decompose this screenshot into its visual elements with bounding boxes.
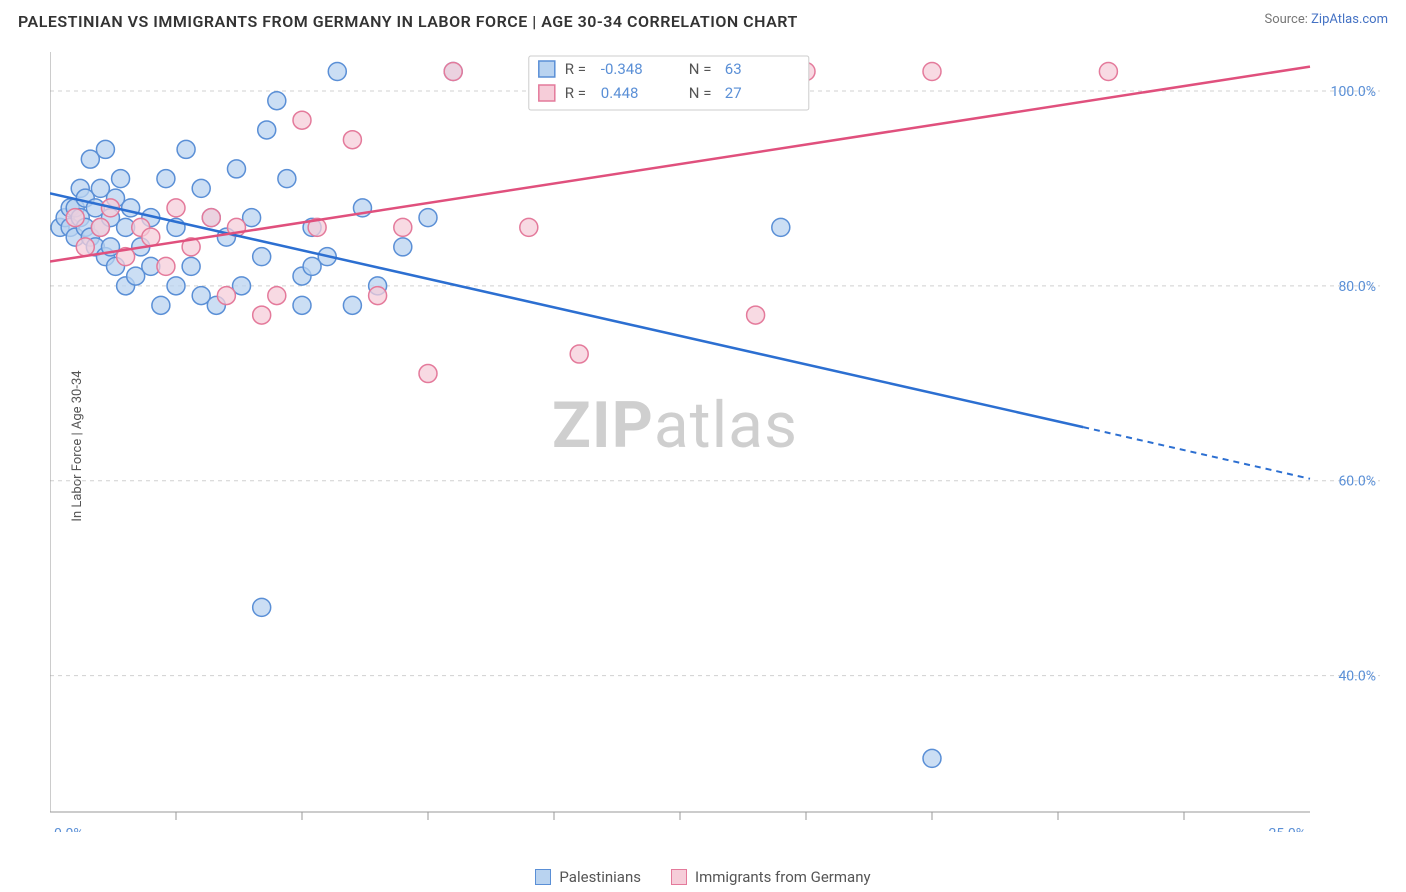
svg-text:N =: N = xyxy=(689,60,712,78)
bottom-legend: Palestinians Immigrants from Germany xyxy=(0,868,1406,886)
svg-text:40.0%: 40.0% xyxy=(1338,669,1376,685)
source-attribution: Source: ZipAtlas.com xyxy=(1264,12,1388,27)
svg-text:60.0%: 60.0% xyxy=(1338,474,1376,490)
svg-text:-0.348: -0.348 xyxy=(601,60,643,78)
svg-text:27: 27 xyxy=(725,84,742,102)
svg-text:80.0%: 80.0% xyxy=(1338,279,1376,295)
svg-text:ZIPatlas: ZIPatlas xyxy=(552,388,798,463)
header: PALESTINIAN VS IMMIGRANTS FROM GERMANY I… xyxy=(0,0,1406,37)
svg-text:0.0%: 0.0% xyxy=(54,826,84,832)
svg-text:63: 63 xyxy=(725,60,742,78)
chart-area: 40.0% 60.0% 80.0% 100.0% 0.0% 25.0% ZIPatlas R … xyxy=(50,42,1388,842)
swatch-palestinians xyxy=(535,869,551,885)
svg-text:25.0%: 25.0% xyxy=(1268,826,1306,832)
chart-title: PALESTINIAN VS IMMIGRANTS FROM GERMANY I… xyxy=(18,12,798,31)
legend-item-germany: Immigrants from Germany xyxy=(671,868,871,886)
scatter-chart: 40.0% 60.0% 80.0% 100.0% 0.0% 25.0% ZIPatlas R … xyxy=(50,42,1380,832)
svg-text:R =: R = xyxy=(565,60,586,78)
svg-text:N =: N = xyxy=(689,84,712,102)
svg-text:100.0%: 100.0% xyxy=(1331,84,1376,100)
svg-text:R =: R = xyxy=(565,84,586,102)
legend-item-palestinians: Palestinians xyxy=(535,868,641,886)
svg-text:0.448: 0.448 xyxy=(601,84,639,102)
source-link[interactable]: ZipAtlas.com xyxy=(1311,12,1388,27)
swatch-germany xyxy=(671,869,687,885)
